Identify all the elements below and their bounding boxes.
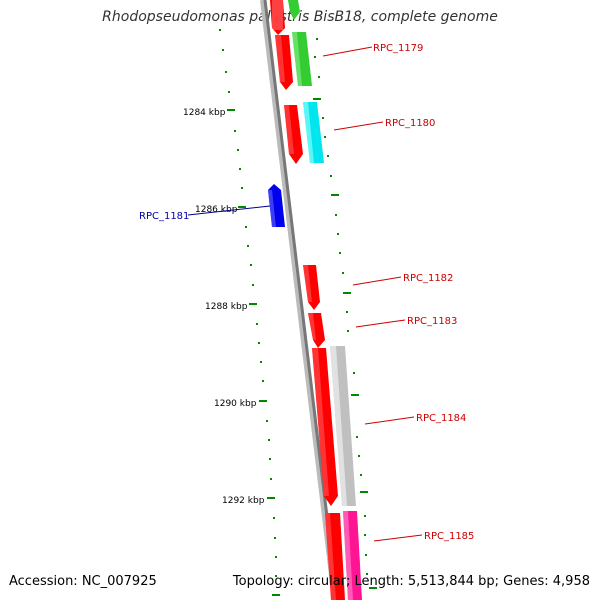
genome-summary: Topology: circular; Length: 5,513,844 bp…	[232, 574, 590, 589]
gene-label-rpc-1180[interactable]: RPC_1180	[385, 118, 435, 129]
accession-label: Accession: NC_007925	[9, 574, 157, 589]
gene-top-partial[interactable]	[270, 0, 300, 35]
major-ticks-left	[227, 109, 280, 596]
gene-rpc-1183[interactable]	[308, 313, 325, 348]
gene-label-rpc-1181[interactable]: RPC_1181	[139, 211, 189, 222]
tick-dots-left	[219, 29, 277, 577]
gene-rpc-1185[interactable]	[325, 511, 362, 600]
tick-label-1292: 1292 kbp	[222, 496, 265, 506]
gene-rpc-1184[interactable]	[312, 346, 356, 506]
gene-label-rpc-1184[interactable]: RPC_1184	[416, 413, 466, 424]
genome-backbone	[260, 0, 339, 600]
major-ticks-right	[313, 98, 377, 589]
gene-rpc-1182[interactable]	[303, 265, 320, 310]
tick-dots-right	[314, 38, 368, 575]
tick-label-1290: 1290 kbp	[214, 399, 257, 409]
tick-label-1284: 1284 kbp	[183, 108, 226, 118]
gene-label-rpc-1185[interactable]: RPC_1185	[424, 531, 474, 542]
gene-rpc-1179[interactable]	[275, 32, 312, 90]
tick-label-1288: 1288 kbp	[205, 302, 248, 312]
gene-rpc-1180[interactable]	[284, 102, 324, 164]
gene-label-rpc-1179[interactable]: RPC_1179	[373, 43, 423, 54]
gene-rpc-1181[interactable]	[268, 184, 285, 227]
gene-label-rpc-1182[interactable]: RPC_1182	[403, 273, 453, 284]
gene-label-rpc-1183[interactable]: RPC_1183	[407, 316, 457, 327]
genome-title: Rhodopseudomonas palustris BisB18, compl…	[102, 9, 498, 25]
tick-label-1286: 1286 kbp	[195, 205, 238, 215]
label-leader-lines	[187, 46, 423, 542]
